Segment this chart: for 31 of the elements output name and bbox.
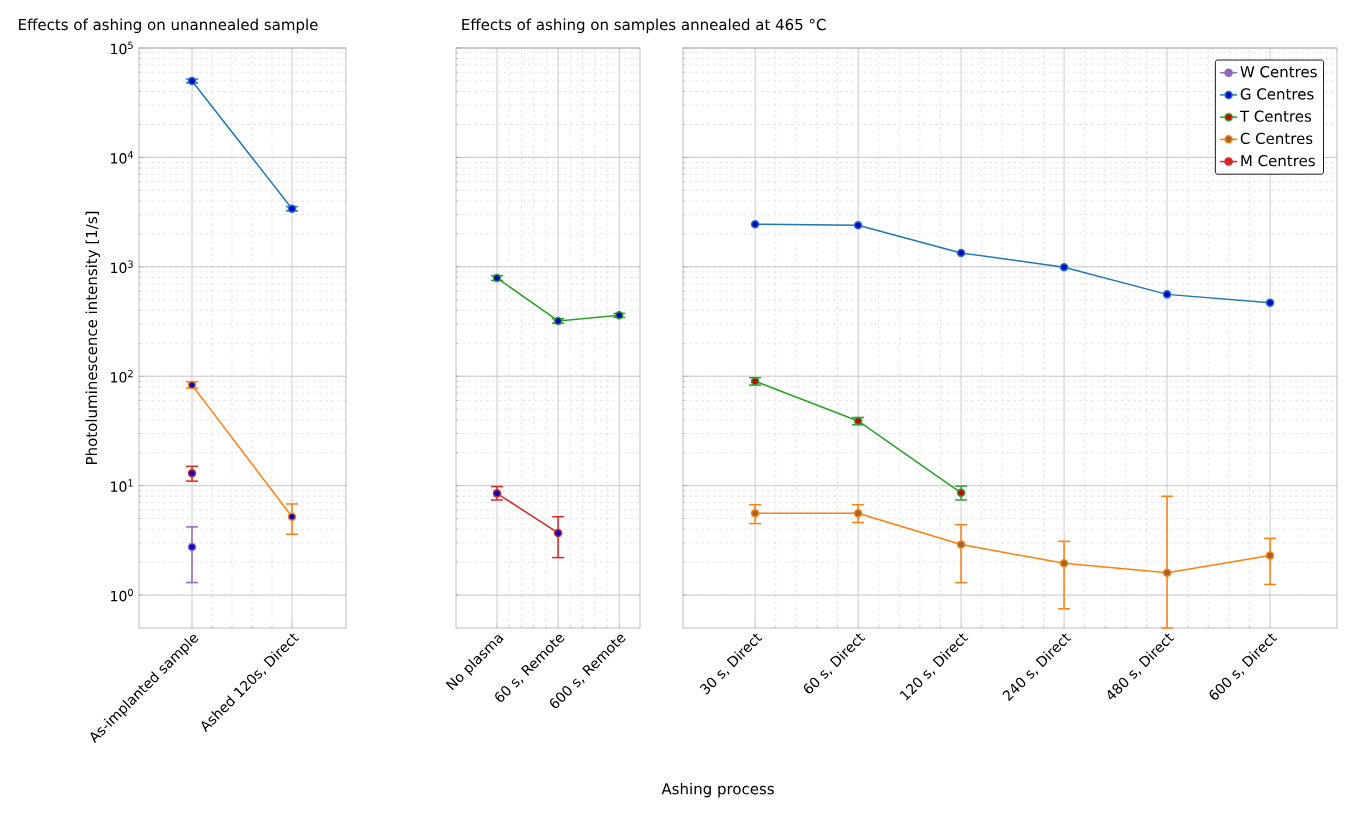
point [1059, 263, 1069, 272]
y-tick-label: 10$^{4}$ [111, 151, 134, 164]
point [1162, 568, 1172, 577]
point [1059, 559, 1069, 568]
point [853, 220, 863, 230]
point [553, 528, 563, 538]
point [287, 512, 297, 521]
y-tick-label: 10$^{0}$ [111, 588, 133, 602]
point [750, 508, 760, 518]
point [956, 540, 966, 549]
point [750, 219, 760, 229]
y-tick-label: 10$^{3}$ [111, 260, 133, 274]
point [853, 508, 863, 518]
legend-label: G Centres [1240, 88, 1314, 100]
point [1265, 551, 1275, 560]
chart-title: Effects of ashing on samples annealed at 465 °C [462, 18, 826, 34]
y-tick-label: 10$^{2}$ [111, 369, 133, 383]
point [956, 248, 966, 258]
legend-label: M Centres [1241, 154, 1315, 167]
legend-label: T Centres [1239, 110, 1312, 122]
point [1265, 298, 1275, 307]
point [187, 542, 197, 552]
x-axis-title: Ashing process [661, 782, 774, 798]
y-axis-title: Photoluminescence intensity [1/s] [85, 211, 101, 464]
point [187, 468, 197, 478]
legend-label: W Centres [1240, 66, 1317, 78]
legend-label: C Centres [1240, 132, 1313, 145]
y-tick-label: 10$^{1}$ [111, 479, 133, 492]
chart-title: Effects of ashing on unannealed sample [19, 18, 318, 34]
point [1162, 290, 1172, 299]
y-tick-label: 10$^{5}$ [111, 41, 133, 55]
